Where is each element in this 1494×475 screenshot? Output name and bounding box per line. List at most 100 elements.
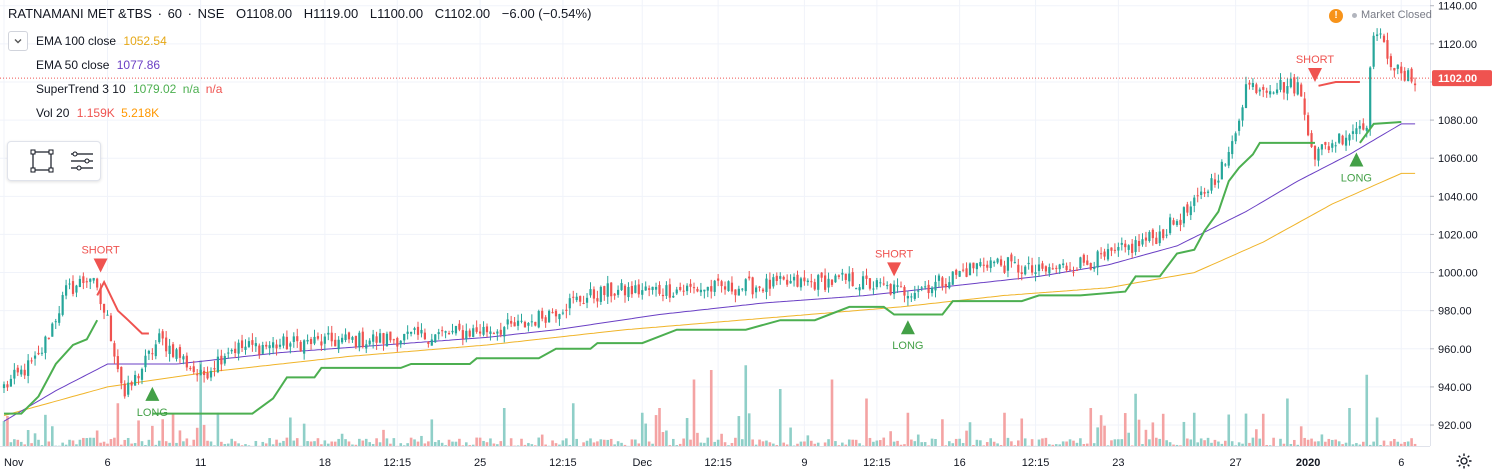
price-tick-label: 1080.00 <box>1438 115 1478 127</box>
candle-body <box>489 331 491 333</box>
price-tick-label: 980.00 <box>1438 306 1472 318</box>
candle <box>196 369 198 382</box>
candle <box>620 279 622 291</box>
candle-body <box>310 339 312 344</box>
volume-bar <box>1117 439 1120 446</box>
candle <box>262 342 264 355</box>
candle-body <box>438 332 440 334</box>
volume-bar <box>103 442 106 446</box>
volume-bar <box>303 424 306 446</box>
candle-body <box>931 288 933 293</box>
candle-body <box>524 322 526 327</box>
candle-body <box>296 336 298 341</box>
volume-bar <box>1400 444 1403 446</box>
candle <box>272 337 274 354</box>
candle <box>634 280 636 293</box>
price-change: −6.00 (−0.54%) <box>502 6 592 21</box>
volume-bar <box>593 442 596 446</box>
candle <box>893 280 895 299</box>
volume-bar <box>1145 430 1148 446</box>
list-tool[interactable] <box>68 148 96 174</box>
candle-body <box>1345 138 1347 146</box>
time-tick-label: 11 <box>195 457 206 469</box>
volume-bar <box>989 438 992 446</box>
candle <box>1338 133 1340 144</box>
candle-body <box>510 321 512 324</box>
drawing-toolbar <box>7 141 101 181</box>
volume-bar <box>458 439 461 446</box>
candle-body <box>1052 268 1054 269</box>
candle-body <box>482 327 484 335</box>
settings-button[interactable] <box>1455 452 1473 470</box>
candle <box>151 348 153 360</box>
volume-bar <box>1341 444 1344 446</box>
symbol-name[interactable]: RATNAMANI MET &TBS <box>8 6 152 21</box>
volume-bar <box>1227 415 1230 446</box>
candle <box>831 279 833 287</box>
candle-body <box>755 288 757 293</box>
candle-body <box>1321 144 1323 149</box>
candle-body <box>1304 98 1306 114</box>
volume-bar <box>520 439 523 446</box>
candle-body <box>400 341 402 344</box>
volume-bar <box>37 440 40 446</box>
volume-bar <box>551 440 554 446</box>
candle <box>206 367 208 380</box>
volume-legend[interactable]: Vol 20 1.159K 5.218K <box>36 106 159 120</box>
candle-body <box>120 367 122 383</box>
candle <box>738 286 740 296</box>
supertrend-legend[interactable]: SuperTrend 3 10 1079.02 n/a n/a <box>36 82 222 96</box>
candle-body <box>324 337 326 344</box>
price-axis[interactable]: 1140.001120.001100.001080.001060.001040.… <box>1430 0 1494 474</box>
candle <box>179 344 181 363</box>
candle <box>420 323 422 337</box>
candle <box>972 263 974 274</box>
candle-body <box>883 284 885 285</box>
signal-short-label: SHORT <box>81 245 120 257</box>
volume-bar <box>838 445 841 446</box>
candle-body <box>634 285 636 293</box>
candle-body <box>852 272 854 286</box>
candle-body <box>727 281 729 291</box>
candle <box>514 317 516 327</box>
volume-bar <box>1024 438 1027 446</box>
candle <box>714 280 716 296</box>
candle-body <box>1300 85 1302 97</box>
candle-body <box>131 382 133 386</box>
collapse-legend-button[interactable] <box>8 31 28 51</box>
volume-bar <box>1169 442 1172 446</box>
volume-bar <box>920 442 923 446</box>
candle <box>952 271 954 285</box>
candle-body <box>289 343 291 346</box>
candle <box>834 274 836 283</box>
candle <box>745 278 747 296</box>
volume-bar <box>772 444 775 446</box>
rectangle-tool[interactable] <box>28 148 56 174</box>
ema100-legend[interactable]: EMA 100 close 1052.54 <box>36 34 167 48</box>
candle-body <box>1355 128 1357 134</box>
candle <box>55 319 57 329</box>
candle-body <box>255 343 257 346</box>
volume-bar <box>268 438 271 446</box>
volume-bar <box>1283 444 1286 446</box>
candle-body <box>327 333 329 335</box>
candle <box>993 260 995 266</box>
volume-bar <box>893 442 896 446</box>
ema50-legend[interactable]: EMA 50 close 1077.86 <box>36 58 160 72</box>
volume-bar <box>672 439 675 446</box>
candle-body <box>1038 264 1040 270</box>
volume-bar <box>261 442 264 446</box>
volume-bar <box>337 439 340 446</box>
candle-body <box>1359 126 1361 129</box>
candle <box>786 274 788 287</box>
candle <box>376 332 378 350</box>
candle-body <box>410 332 412 334</box>
candle-body <box>1207 192 1209 193</box>
warning-icon[interactable]: ! <box>1329 9 1343 23</box>
volume-bar <box>748 413 751 446</box>
candle-body <box>234 349 236 353</box>
volume-bar <box>1003 413 1006 446</box>
volume-bar <box>75 444 78 446</box>
